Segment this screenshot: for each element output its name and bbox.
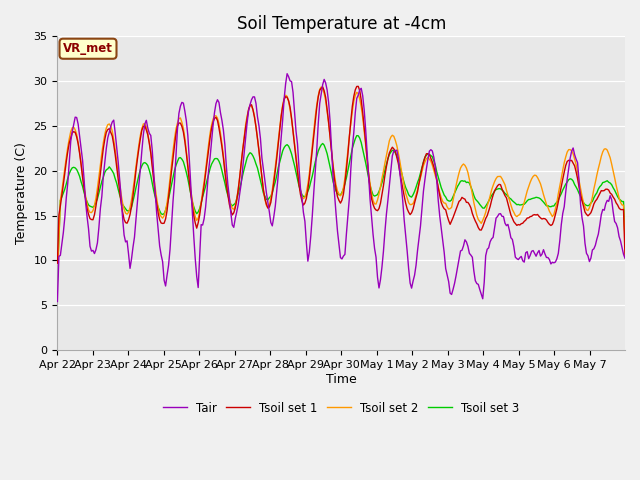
- Tair: [460, 243, 467, 249]
- Tsoil set 1: [346, 134, 353, 140]
- Tair: [284, 71, 291, 77]
- Tsoil set 2: [621, 239, 629, 244]
- Tsoil set 3: [353, 133, 360, 139]
- Tsoil set 3: [544, 203, 552, 209]
- Tsoil set 3: [73, 167, 81, 172]
- Tsoil set 2: [54, 277, 61, 283]
- Tair: [618, 245, 626, 251]
- Tsoil set 2: [544, 204, 552, 210]
- Text: VR_met: VR_met: [63, 42, 113, 55]
- Tair: [73, 115, 81, 120]
- Tsoil set 2: [91, 203, 99, 208]
- Tair: [54, 299, 61, 304]
- Tsoil set 3: [91, 203, 99, 208]
- Tsoil set 1: [618, 207, 626, 213]
- Line: Tair: Tair: [58, 74, 625, 301]
- Tsoil set 2: [460, 161, 467, 167]
- Legend: Tair, Tsoil set 1, Tsoil set 2, Tsoil set 3: Tair, Tsoil set 1, Tsoil set 2, Tsoil se…: [158, 397, 524, 420]
- X-axis label: Time: Time: [326, 372, 356, 386]
- Tsoil set 1: [460, 195, 467, 201]
- Line: Tsoil set 3: Tsoil set 3: [58, 136, 625, 277]
- Tsoil set 1: [91, 212, 99, 217]
- Line: Tsoil set 2: Tsoil set 2: [58, 87, 625, 280]
- Tsoil set 2: [73, 132, 81, 137]
- Tsoil set 3: [460, 179, 467, 184]
- Tsoil set 2: [347, 120, 355, 126]
- Tair: [347, 166, 355, 172]
- Tair: [91, 251, 99, 256]
- Tsoil set 1: [355, 84, 362, 89]
- Tsoil set 3: [621, 236, 629, 241]
- Title: Soil Temperature at -4cm: Soil Temperature at -4cm: [237, 15, 446, 33]
- Tsoil set 2: [317, 84, 325, 90]
- Tsoil set 1: [54, 260, 61, 266]
- Tsoil set 1: [621, 253, 629, 259]
- Tsoil set 2: [618, 202, 626, 208]
- Tair: [621, 255, 629, 261]
- Tair: [544, 255, 552, 261]
- Line: Tsoil set 1: Tsoil set 1: [58, 86, 625, 263]
- Tsoil set 3: [54, 274, 61, 280]
- Tsoil set 1: [544, 220, 552, 226]
- Tsoil set 1: [73, 134, 81, 140]
- Tsoil set 3: [618, 199, 626, 204]
- Tsoil set 3: [346, 160, 353, 166]
- Y-axis label: Temperature (C): Temperature (C): [15, 142, 28, 244]
